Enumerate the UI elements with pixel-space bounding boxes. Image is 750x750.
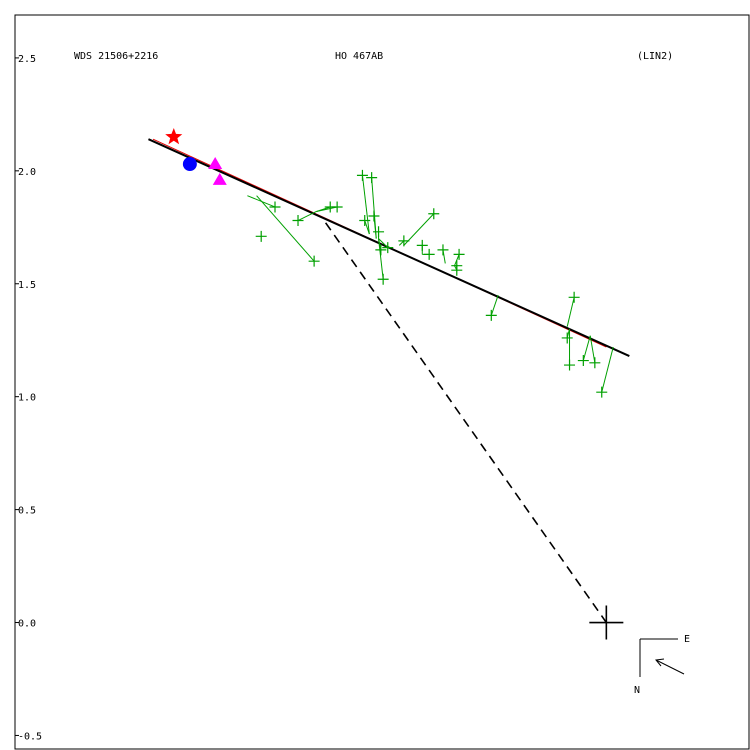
residual-23 [566, 297, 575, 327]
observation-point-9 [368, 210, 380, 222]
observation-point-27 [589, 357, 601, 369]
y-tick-label-1: 2.0 [18, 167, 36, 178]
observation-point-12 [377, 273, 389, 285]
y-tick-label-0: 2.5 [18, 54, 36, 65]
observation-point-11 [375, 244, 387, 256]
residual-12 [378, 238, 384, 280]
dashed-periastron-line [324, 222, 607, 623]
compass-east-label: E [684, 634, 690, 645]
observation-markers [255, 169, 608, 398]
observation-point-22 [485, 309, 497, 321]
observation-point-2 [308, 255, 320, 267]
residual-22 [490, 294, 499, 316]
y-tick-label-5: 0.0 [18, 619, 36, 630]
observation-point-21 [451, 264, 463, 276]
circle-marker-0 [182, 157, 197, 172]
residual-14 [398, 240, 405, 246]
observation-point-14 [398, 235, 410, 247]
y-axis: 2.5 2.0 1.5 1.0 0.5 0.0 -0.5 [15, 54, 42, 742]
residual-19 [454, 254, 460, 266]
observation-point-19 [453, 248, 465, 260]
motion-arrow-head [655, 658, 665, 667]
residual-3 [297, 211, 317, 221]
triangle-marker-1 [212, 172, 227, 185]
observation-point-16 [416, 239, 428, 251]
plot-frame [14, 14, 750, 750]
residual-28 [601, 346, 614, 393]
y-tick-label-2: 1.5 [18, 280, 36, 291]
compass: E N [634, 634, 690, 696]
observation-point-15 [428, 208, 440, 220]
observation-point-24 [561, 332, 573, 344]
y-tick-label-4: 0.5 [18, 506, 36, 517]
star-marker-0 [165, 128, 183, 145]
observation-point-5 [331, 201, 343, 213]
special-markers [165, 128, 227, 185]
observation-point-23 [568, 291, 580, 303]
observation-point-3 [292, 215, 304, 227]
observation-point-13 [382, 242, 394, 254]
observation-point-0 [255, 230, 267, 242]
observation-point-28 [596, 386, 608, 398]
header-wds-label: WDS 21506+2216 [74, 51, 158, 62]
primary-star-marker [589, 605, 624, 640]
residual-segments [247, 175, 614, 393]
observation-point-25 [564, 359, 576, 371]
observation-point-26 [577, 355, 589, 367]
observation-point-17 [423, 248, 435, 260]
observation-point-8 [359, 215, 371, 227]
residual-27 [589, 335, 596, 363]
observation-point-18 [437, 244, 449, 256]
residual-15 [403, 213, 435, 246]
y-tick-label-6: -0.5 [18, 731, 42, 742]
residual-5 [316, 206, 338, 212]
observation-point-10 [373, 226, 385, 238]
y-tick-label-3: 1.0 [18, 393, 36, 404]
header-pair-label: HO 467AB [335, 51, 383, 62]
compass-north-label: N [634, 685, 640, 696]
observation-point-6 [356, 169, 368, 181]
residual-6 [361, 175, 370, 235]
residual-8 [364, 220, 370, 235]
observation-point-1 [269, 201, 281, 213]
header-method-label: (LIN2) [637, 51, 673, 62]
primary-cross [589, 605, 624, 640]
residual-2 [256, 195, 315, 262]
observation-point-7 [366, 172, 378, 184]
motion-arrow [655, 659, 685, 675]
triangle-marker-0 [208, 157, 223, 170]
residual-13 [378, 238, 389, 248]
residual-26 [582, 335, 591, 361]
